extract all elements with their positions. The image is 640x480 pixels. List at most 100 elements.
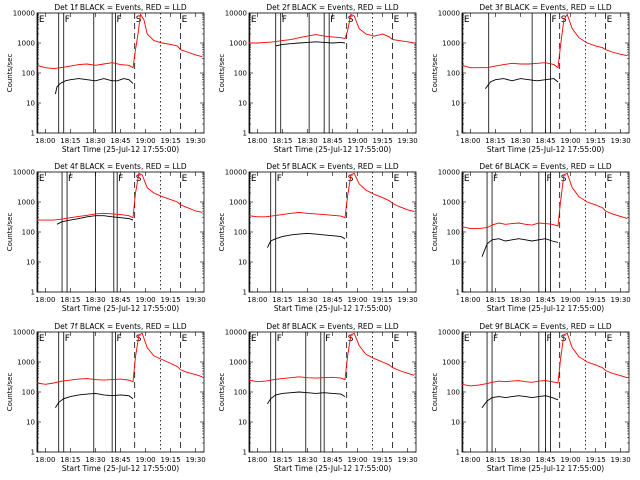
y-tick-label: 1000	[229, 359, 247, 367]
chart-title: Det 4f BLACK = Events, RED = LLD	[54, 162, 187, 171]
y-tick-label: 100	[234, 70, 247, 78]
chart-title: Det 1f BLACK = Events, RED = LLD	[54, 3, 187, 12]
y-tick-label: 1	[243, 289, 247, 297]
segment-label: E	[182, 15, 188, 25]
x-tick-label: 19:00	[135, 456, 155, 464]
segment-label: S	[136, 174, 142, 184]
events-series-line	[55, 392, 134, 408]
x-tick-label: 19:00	[135, 137, 155, 145]
x-tick-label: 18:45	[110, 296, 130, 304]
y-tick-label: 1	[31, 449, 35, 457]
y-tick-label: 1	[456, 289, 460, 297]
x-tick-label: 18:45	[322, 456, 342, 464]
lld-series-line	[461, 332, 628, 387]
panel-det-6: Det 6f BLACK = Events, RED = LLD 1 10 100 10…	[431, 162, 631, 313]
x-tick-label: 19:15	[586, 456, 606, 464]
x-tick-label: 18:15	[272, 296, 292, 304]
chart-title: Det 9f BLACK = Events, RED = LLD	[479, 322, 612, 331]
y-tick-label: 100	[447, 389, 460, 397]
x-tick-label: 19:30	[186, 456, 206, 464]
x-tick-label: 19:15	[373, 137, 393, 145]
x-tick-label: 19:00	[347, 296, 367, 304]
segment-label: E	[394, 15, 400, 25]
y-tick-label: 1000	[17, 359, 35, 367]
events-series-line	[267, 391, 346, 405]
y-tick-label: 10000	[225, 10, 247, 18]
y-tick-label: 100	[22, 70, 35, 78]
x-axis-label: Start Time (25-Jul-12 17:55:00)	[487, 145, 604, 154]
y-axis-label: Counts/sec	[431, 373, 439, 412]
y-tick-label: 10000	[13, 329, 35, 337]
x-tick-label: 18:15	[272, 456, 292, 464]
segment-label: F	[116, 15, 121, 25]
y-axis-label: Counts/sec	[431, 54, 439, 93]
y-tick-label: 1000	[17, 199, 35, 207]
chart-title: Det 7f BLACK = Events, RED = LLD	[54, 322, 187, 331]
segment-label: F	[330, 15, 335, 25]
plot-frame	[36, 12, 205, 134]
x-axis-label: Start Time (25-Jul-12 17:55:00)	[62, 145, 179, 154]
x-tick-label: 19:15	[373, 456, 393, 464]
segment-label: F	[547, 334, 552, 344]
chart-title: Det 3f BLACK = Events, RED = LLD	[479, 3, 612, 12]
x-tick-label: 18:15	[60, 296, 80, 304]
y-tick-label: 1000	[442, 359, 460, 367]
segment-label: E	[607, 15, 613, 25]
x-tick-label: 18:45	[535, 456, 555, 464]
y-tick-label: 10	[26, 100, 35, 108]
segment-label: F	[325, 334, 330, 344]
lld-series-line	[461, 13, 628, 69]
y-tick-label: 10000	[438, 169, 460, 177]
segment-label: E	[464, 15, 470, 25]
y-tick-label: 10	[451, 419, 460, 427]
y-tick-label: 10	[238, 100, 247, 108]
x-tick-label: 18:30	[297, 137, 317, 145]
y-axis-label: Counts/sec	[431, 213, 439, 252]
events-series-line	[481, 395, 559, 408]
lld-series-line	[248, 332, 415, 383]
x-axis-label: Start Time (25-Jul-12 17:55:00)	[274, 145, 391, 154]
segment-label: E	[251, 174, 257, 184]
panel-det-5: Det 5f BLACK = Events, RED = LLD 1 10 100 10…	[218, 162, 418, 313]
segment-label: F	[547, 174, 552, 184]
x-tick-label: 18:30	[85, 456, 105, 464]
y-axis-label: Counts/sec	[6, 213, 14, 252]
x-tick-label: 18:00	[247, 296, 267, 304]
x-tick-label: 19:15	[161, 137, 181, 145]
y-axis-label: Counts/sec	[218, 213, 226, 252]
x-tick-label: 18:00	[35, 296, 55, 304]
x-tick-label: 18:15	[485, 456, 505, 464]
segment-label: E	[39, 334, 45, 344]
y-tick-label: 100	[234, 229, 247, 237]
panel-det-8: Det 8f BLACK = Events, RED = LLD 1 10 100 10…	[218, 322, 418, 473]
y-tick-label: 10	[451, 259, 460, 267]
segment-label: E	[464, 174, 470, 184]
x-tick-label: 19:00	[135, 296, 155, 304]
y-tick-label: 1000	[17, 40, 35, 48]
x-tick-label: 18:00	[35, 456, 55, 464]
events-series-line	[481, 238, 559, 257]
panel-det-2: Det 2f BLACK = Events, RED = LLD 1 10 100 10…	[218, 3, 418, 154]
plot-frame	[36, 331, 205, 453]
events-series-line	[56, 215, 134, 225]
y-axis-label: Counts/sec	[218, 373, 226, 412]
x-tick-label: 18:45	[535, 137, 555, 145]
segment-label: E	[607, 174, 613, 184]
x-tick-label: 19:30	[611, 296, 631, 304]
y-tick-label: 1000	[229, 199, 247, 207]
y-tick-label: 10	[238, 419, 247, 427]
events-series-line	[54, 78, 134, 95]
segment-label: F	[277, 334, 282, 344]
x-tick-label: 18:45	[110, 456, 130, 464]
segment-label: E	[182, 174, 188, 184]
x-tick-label: 18:00	[247, 137, 267, 145]
segment-label: E	[464, 334, 470, 344]
y-tick-label: 1000	[229, 40, 247, 48]
chart-title: Det 2f BLACK = Events, RED = LLD	[266, 3, 399, 12]
y-tick-label: 10000	[438, 10, 460, 18]
x-axis-label: Start Time (25-Jul-12 17:55:00)	[487, 304, 604, 313]
lld-series-line	[36, 332, 203, 385]
x-tick-label: 19:15	[161, 456, 181, 464]
chart-title: Det 5f BLACK = Events, RED = LLD	[266, 162, 399, 171]
segment-label: F	[277, 174, 282, 184]
